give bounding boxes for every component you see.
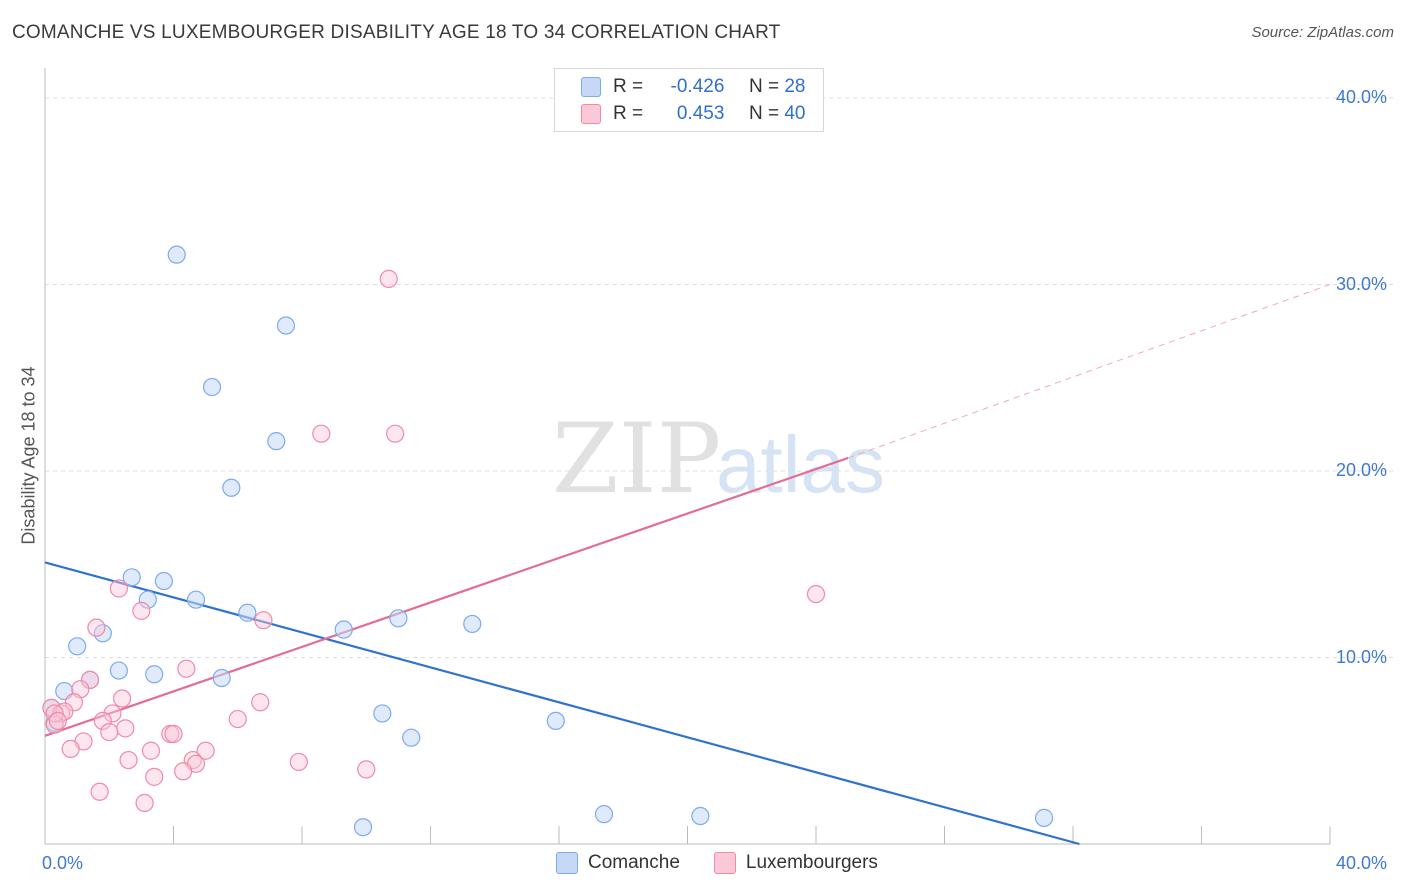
- comanche-swatch: [556, 852, 578, 874]
- chart-title: COMANCHE VS LUXEMBOURGER DISABILITY AGE …: [12, 22, 781, 43]
- luxembourgers-point: [103, 704, 122, 723]
- luxembourgers-trend-line: [44, 456, 849, 737]
- comanche-point: [145, 665, 164, 684]
- comanche-point: [463, 614, 482, 634]
- comanche-point: [402, 728, 421, 747]
- luxembourgers-swatch: [581, 104, 601, 124]
- stats-legend: R = -0.426 N = 28 R = 0.453 N = 40: [554, 68, 824, 132]
- luxembourgers-point: [177, 659, 196, 678]
- comanche-point: [138, 590, 157, 609]
- comanche-point: [276, 316, 296, 335]
- source-label: Source: ZipAtlas.com: [1251, 24, 1394, 41]
- x-tick-label-right: 40.0%: [1336, 853, 1388, 873]
- x-tick-label-left: 0.0%: [42, 853, 84, 873]
- luxembourgers-point: [100, 722, 119, 742]
- comanche-point: [353, 818, 373, 837]
- luxembourgers-point: [806, 584, 826, 604]
- n-value: 40: [784, 103, 806, 124]
- comanche-point: [186, 590, 206, 609]
- watermark-zip: ZIP: [552, 403, 721, 515]
- luxembourgers-point: [64, 693, 84, 712]
- comanche-point: [212, 668, 231, 688]
- n-label: N =: [748, 76, 780, 97]
- legend-label: Comanche: [588, 852, 680, 873]
- comanche-point: [334, 620, 353, 639]
- luxembourgers-point: [289, 752, 308, 772]
- comanche-point: [373, 704, 392, 723]
- comanche-point: [109, 661, 128, 680]
- comanche-point: [389, 609, 408, 628]
- luxembourgers-point: [251, 693, 270, 712]
- luxembourgers-point: [90, 782, 109, 801]
- legend-item-luxembourgers: Luxembourgers: [713, 852, 878, 874]
- trend-lines: [44, 284, 1331, 846]
- y-axis-label: Disability Age 18 to 34: [18, 366, 39, 545]
- r-value: 0.453: [676, 103, 725, 124]
- n-value: 28: [784, 76, 806, 97]
- luxembourgers-point: [116, 719, 135, 738]
- comanche-point: [1034, 808, 1054, 827]
- r-label: R =: [613, 103, 644, 124]
- luxembourgers-point: [174, 762, 193, 781]
- n-label: N =: [748, 103, 780, 124]
- luxembourgers-point: [312, 424, 331, 443]
- luxembourgers-point: [109, 579, 128, 598]
- legend-label: Luxembourgers: [745, 852, 878, 873]
- series-legend: Comanche Luxembourgers: [556, 852, 902, 874]
- luxembourgers-point: [80, 670, 100, 689]
- comanche-point: [167, 245, 186, 264]
- grid-lines: [45, 97, 1395, 658]
- comanche-trend-line: [44, 561, 1080, 846]
- luxembourgers-point: [141, 741, 161, 760]
- luxembourgers-point: [48, 711, 67, 731]
- luxembourgers-trend-extension: [847, 284, 1331, 459]
- luxembourgers-point: [228, 709, 247, 729]
- y-tick-label: 10.0%: [1336, 646, 1388, 667]
- comanche-swatch: [581, 77, 601, 97]
- comanche-point: [691, 806, 710, 826]
- luxembourgers-point: [254, 611, 273, 630]
- luxembourgers-point: [145, 767, 164, 786]
- y-tick-label: 40.0%: [1336, 87, 1388, 107]
- legend-item-comanche: Comanche: [556, 852, 680, 874]
- luxembourgers-point: [93, 711, 112, 731]
- comanche-point: [546, 711, 565, 731]
- comanche-point: [238, 603, 257, 622]
- comanche-point: [68, 637, 87, 656]
- luxembourgers-point: [196, 741, 215, 760]
- comanche-point: [267, 432, 286, 451]
- luxembourgers-point: [87, 618, 106, 637]
- luxembourgers-point: [357, 760, 376, 779]
- luxembourgers-point: [61, 739, 80, 758]
- luxembourgers-point: [386, 424, 405, 443]
- r-label: R =: [613, 76, 644, 97]
- y-tick-label: 20.0%: [1336, 460, 1388, 480]
- r-value: -0.426: [670, 76, 725, 97]
- comanche-point: [222, 478, 241, 497]
- luxembourgers-point: [119, 750, 138, 770]
- luxembourgers-point: [112, 689, 132, 708]
- axes: [44, 68, 1331, 845]
- comanche-point: [122, 568, 141, 587]
- luxembourgers-point: [164, 724, 183, 744]
- comanche-point: [594, 805, 614, 824]
- luxembourgers-point: [132, 601, 151, 620]
- comanche-point: [154, 571, 173, 591]
- luxembourgers-point: [379, 269, 398, 289]
- y-tick-label: 30.0%: [1336, 273, 1388, 294]
- luxembourgers-point: [135, 793, 154, 813]
- data-points: [42, 245, 1054, 837]
- luxembourgers-swatch: [713, 852, 736, 874]
- comanche-point: [202, 377, 222, 397]
